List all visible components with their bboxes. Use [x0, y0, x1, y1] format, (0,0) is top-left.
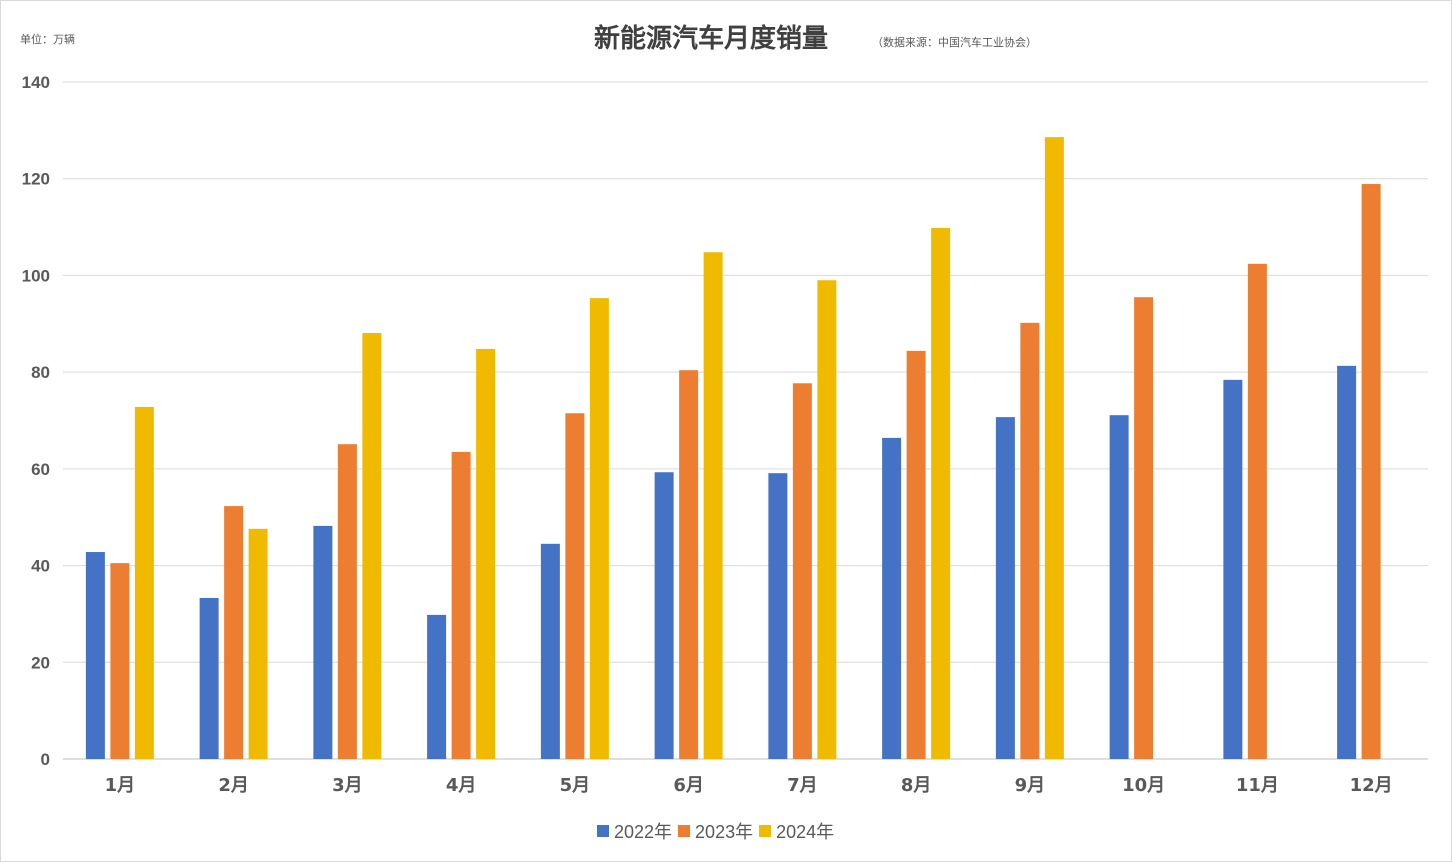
legend-label: 2022年 — [614, 822, 673, 842]
bar-2023年-2月 — [224, 506, 244, 759]
bar-2022年-5月 — [540, 543, 560, 759]
legend-item: 2022年 — [597, 818, 672, 844]
x-tick-label: 2月 — [218, 775, 249, 796]
legend-swatch — [759, 825, 772, 837]
legend-swatch — [597, 825, 609, 837]
bar-2023年-5月 — [565, 413, 585, 759]
x-tick-label: 6月 — [673, 775, 704, 796]
y-tick-label: 100 — [22, 266, 50, 285]
x-tick-label: 9月 — [1015, 775, 1046, 796]
bar-2023年-4月 — [451, 451, 471, 759]
bar-2024年-5月 — [589, 298, 609, 759]
bar-2023年-1月 — [110, 563, 130, 759]
y-tick-label: 0 — [41, 750, 50, 769]
y-tick-label: 60 — [31, 460, 50, 479]
bar-2022年-12月 — [1337, 365, 1357, 759]
bar-2023年-9月 — [1020, 322, 1040, 759]
bar-2023年-7月 — [792, 383, 812, 759]
bar-2022年-4月 — [427, 614, 447, 759]
bar-2024年-6月 — [703, 252, 723, 759]
bar-2022年-3月 — [313, 525, 333, 759]
legend-item: 2023年 — [678, 818, 753, 844]
legend-label: 2023年 — [695, 822, 754, 842]
bar-2024年-3月 — [362, 332, 382, 759]
y-tick-label: 120 — [22, 170, 50, 189]
y-tick-label: 20 — [31, 653, 50, 672]
bar-2024年-9月 — [1044, 137, 1064, 759]
y-tick-label: 140 — [22, 73, 50, 92]
bar-2024年-8月 — [931, 228, 951, 759]
x-tick-label: 3月 — [332, 775, 363, 796]
x-tick-label: 1月 — [105, 775, 136, 796]
bar-2022年-2月 — [199, 597, 219, 759]
bar-2023年-3月 — [337, 444, 357, 759]
x-tick-label: 12月 — [1350, 775, 1393, 796]
bar-2023年-11月 — [1247, 263, 1267, 759]
bar-2024年-7月 — [817, 280, 837, 759]
bar-2022年-10月 — [1109, 415, 1129, 759]
bar-2022年-8月 — [882, 437, 902, 759]
x-tick-label: 11月 — [1236, 775, 1279, 796]
x-tick-label: 8月 — [901, 775, 932, 796]
bar-2022年-1月 — [85, 552, 105, 759]
legend-label: 2024年 — [776, 822, 835, 842]
x-tick-label: 10月 — [1122, 775, 1165, 796]
x-tick-label: 7月 — [787, 775, 818, 796]
legend-item: 2024年 — [759, 818, 834, 844]
chart-subtitle: （数据来源：中国汽车工业协会） — [872, 36, 1037, 49]
legend-swatch — [678, 825, 691, 837]
bar-2023年-6月 — [679, 370, 699, 759]
bar-2024年-1月 — [134, 406, 154, 759]
legend: 2022年 2023年 2024年 — [597, 818, 834, 844]
bar-2024年-2月 — [248, 528, 268, 759]
bar-2023年-10月 — [1134, 297, 1154, 759]
bar-2023年-8月 — [906, 350, 926, 759]
bar-2022年-6月 — [654, 472, 674, 759]
bar-2022年-7月 — [768, 473, 788, 759]
bar-2023年-12月 — [1361, 184, 1381, 759]
bar-2024年-4月 — [476, 348, 496, 759]
x-tick-label: 4月 — [446, 775, 477, 796]
unit-label: 单位：万辆 — [20, 33, 75, 46]
x-tick-label: 5月 — [560, 775, 591, 796]
y-tick-label: 80 — [31, 363, 50, 382]
bar-2022年-11月 — [1223, 379, 1243, 759]
chart-title: 新能源汽车月度销量 — [594, 24, 829, 54]
bar-2022年-9月 — [995, 417, 1015, 759]
y-tick-label: 40 — [31, 557, 50, 576]
